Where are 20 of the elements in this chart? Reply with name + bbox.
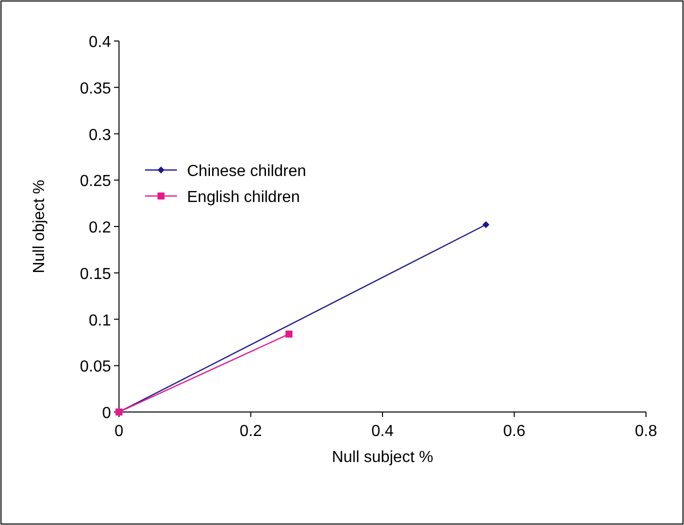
legend-label: English children [187, 189, 300, 206]
y-tick-label: 0.35 [80, 80, 112, 98]
x-tick-label: 0.4 [371, 423, 394, 440]
x-tick-label: 0 [114, 423, 124, 440]
y-tick-label: 0.25 [80, 173, 112, 190]
x-tick-label: 0.6 [503, 423, 526, 440]
y-tick-label: 0.3 [88, 126, 112, 144]
y-tick-label: 0.1 [88, 312, 112, 330]
x-tick-label: 0.8 [634, 423, 658, 440]
y-axis-title: Null object % [31, 180, 48, 274]
x-tick-label: 0.2 [240, 423, 262, 440]
y-tick-label: 0.4 [88, 34, 112, 51]
legend-label: Chinese children [187, 163, 306, 180]
point [285, 330, 292, 338]
point [482, 221, 490, 228]
y-tick-label: 0.15 [80, 266, 112, 283]
x-axis-title: Null subject % [332, 449, 434, 466]
y-tick-label: 0 [102, 405, 112, 422]
y-tick-label: 0.2 [88, 220, 112, 236]
y-tick-label: 0.05 [80, 358, 112, 376]
